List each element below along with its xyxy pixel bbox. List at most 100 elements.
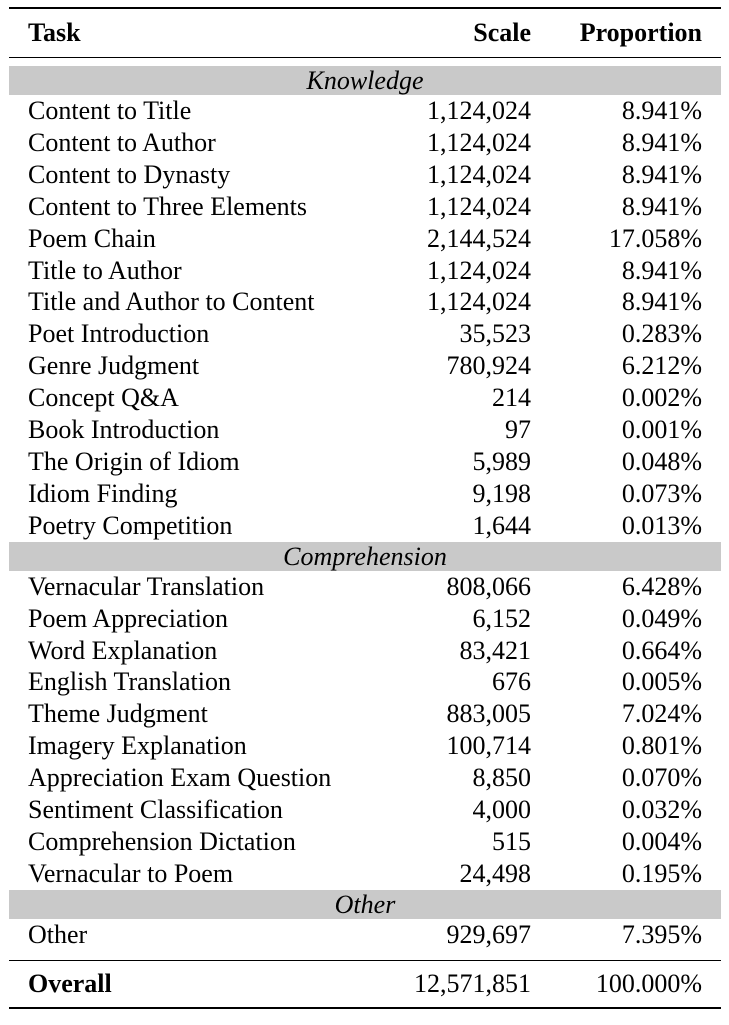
scale-cell: 6,152: [472, 603, 532, 633]
scale-cell: 1,124,024: [427, 159, 531, 189]
header-spacer: [9, 58, 721, 67]
scale-cell: 2,144,524: [427, 223, 531, 253]
table-row: Sentiment Classification 4,000 0.032%: [9, 794, 721, 826]
table-row: The Origin of Idiom 5,989 0.048%: [9, 446, 721, 478]
proportion-cell: 17.058%: [608, 223, 702, 253]
table-row: English Translation 676 0.005%: [9, 666, 721, 698]
table-row: Comprehension Dictation 515 0.004%: [9, 826, 721, 858]
proportion-cell: 0.001%: [621, 415, 702, 445]
task-cell: Title and Author to Content: [28, 287, 315, 317]
scale-cell: 1,124,024: [427, 191, 531, 221]
task-cell: Comprehension Dictation: [28, 826, 296, 856]
scale-cell: 1,124,024: [427, 127, 531, 157]
table-row: Book Introduction 97 0.001%: [9, 414, 721, 446]
scale-cell: 676: [492, 667, 531, 697]
task-cell: The Origin of Idiom: [28, 446, 240, 476]
section-title: Other: [9, 889, 721, 919]
proportion-cell: 7.395%: [621, 919, 702, 949]
table-row: Content to Title 1,124,024 8.941%: [9, 95, 721, 127]
header-task: Task: [9, 7, 347, 58]
scale-cell: 1,124,024: [427, 287, 531, 317]
proportion-cell: 8.941%: [621, 127, 702, 157]
proportion-cell: 0.002%: [621, 383, 702, 413]
proportion-cell: 0.283%: [621, 319, 702, 349]
table-row: Genre Judgment 780,924 6.212%: [9, 350, 721, 382]
scale-cell: 24,498: [459, 858, 532, 888]
task-cell: Poem Chain: [28, 223, 156, 253]
task-cell: Other: [28, 919, 88, 949]
scale-cell: 1,124,024: [427, 96, 531, 125]
overall-label: Overall: [9, 960, 347, 1009]
table-row: Content to Three Elements 1,124,024 8.941%: [9, 191, 721, 223]
section-header-row: Knowledge: [9, 66, 721, 95]
table-row: Idiom Finding 9,198 0.073%: [9, 478, 721, 510]
scale-cell: 1,644: [472, 510, 532, 540]
proportion-cell: 0.004%: [621, 826, 702, 856]
scale-cell: 97: [505, 415, 531, 445]
section-header-row: Comprehension: [9, 541, 721, 571]
proportion-cell: 0.801%: [621, 731, 702, 761]
task-distribution-table: Task Scale Proportion Knowledge Content t…: [9, 7, 721, 1009]
proportion-cell: 8.941%: [621, 191, 702, 221]
task-cell: Appreciation Exam Question: [28, 763, 332, 793]
task-cell: Genre Judgment: [28, 351, 200, 381]
proportion-cell: 0.070%: [621, 763, 702, 793]
scale-cell: 5,989: [472, 446, 532, 476]
task-cell: Sentiment Classification: [28, 795, 283, 825]
table-row: Concept Q&A 214 0.002%: [9, 382, 721, 414]
scale-cell: 883,005: [446, 699, 532, 729]
table-row: Other 929,697 7.395%: [9, 919, 721, 951]
scale-cell: 9,198: [472, 478, 532, 508]
table-body: Knowledge Content to Title 1,124,024 8.941%…: [9, 58, 721, 951]
header-proportion: Proportion: [534, 7, 721, 58]
proportion-cell: 0.195%: [621, 858, 702, 888]
task-cell: Vernacular Translation: [28, 571, 265, 601]
task-cell: Poem Appreciation: [28, 603, 229, 633]
task-cell: Imagery Explanation: [28, 731, 247, 761]
scale-cell: 214: [492, 383, 531, 413]
proportion-cell: 0.049%: [621, 603, 702, 633]
scale-cell: 515: [492, 826, 531, 856]
scale-cell: 8,850: [472, 763, 532, 793]
scale-cell: 780,924: [446, 351, 532, 381]
table-row: Word Explanation 83,421 0.664%: [9, 635, 721, 667]
task-cell: English Translation: [28, 667, 231, 697]
task-cell: Poetry Competition: [28, 510, 233, 540]
table-row: Imagery Explanation 100,714 0.801%: [9, 730, 721, 762]
scale-cell: 83,421: [459, 635, 532, 665]
table-row: Vernacular to Poem 24,498 0.195%: [9, 858, 721, 890]
table-row: Poetry Competition 1,644 0.013%: [9, 510, 721, 542]
task-cell: Concept Q&A: [28, 383, 179, 413]
proportion-cell: 0.073%: [621, 478, 702, 508]
table-row: Content to Dynasty 1,124,024 8.941%: [9, 159, 721, 191]
task-cell: Content to Dynasty: [28, 159, 231, 189]
proportion-cell: 8.941%: [621, 255, 702, 285]
task-cell: Vernacular to Poem: [28, 858, 234, 888]
proportion-cell: 0.013%: [621, 510, 702, 540]
proportion-cell: 6.428%: [621, 571, 702, 601]
section-title: Knowledge: [9, 66, 721, 95]
proportion-cell: 0.032%: [621, 795, 702, 825]
overall-proportion: 100.000%: [534, 960, 721, 1009]
overall-row: Overall 12,571,851 100.000%: [9, 960, 721, 1009]
table-row: Poet Introduction 35,523 0.283%: [9, 318, 721, 350]
header-scale: Scale: [347, 7, 534, 58]
overall-scale: 12,571,851: [347, 960, 534, 1009]
task-cell: Theme Judgment: [28, 699, 208, 729]
table-row: Title to Author 1,124,024 8.941%: [9, 255, 721, 287]
header-row: Task Scale Proportion: [9, 7, 721, 58]
task-cell: Book Introduction: [28, 415, 220, 445]
table-row: Title and Author to Content 1,124,024 8.94…: [9, 286, 721, 318]
scale-cell: 1,124,024: [427, 255, 531, 285]
proportion-cell: 8.941%: [621, 287, 702, 317]
section-header-row: Other: [9, 889, 721, 919]
proportion-cell: 0.048%: [621, 446, 702, 476]
overall-rule: [9, 950, 721, 961]
table-row: Content to Author 1,124,024 8.941%: [9, 127, 721, 159]
scale-cell: 929,697: [446, 919, 532, 949]
task-cell: Idiom Finding: [28, 478, 178, 508]
proportion-cell: 6.212%: [621, 351, 702, 381]
proportion-cell: 7.024%: [621, 699, 702, 729]
table-row: Theme Judgment 883,005 7.024%: [9, 698, 721, 730]
task-cell: Poet Introduction: [28, 319, 210, 349]
